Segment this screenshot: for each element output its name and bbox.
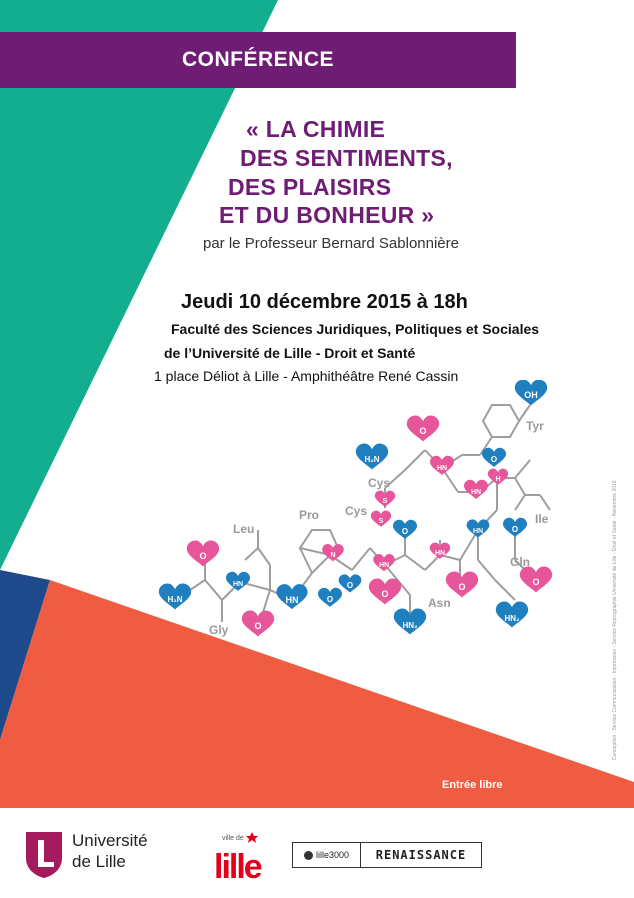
universite-line-1: Université <box>72 831 148 850</box>
svg-text:HN: HN <box>437 465 447 472</box>
coral-shape <box>0 580 634 808</box>
svg-text:O: O <box>458 582 465 592</box>
svg-text:S: S <box>383 498 388 505</box>
svg-text:HN: HN <box>471 489 481 496</box>
universite-line-2: de Lille <box>72 852 126 871</box>
svg-text:Asn: Asn <box>428 596 451 610</box>
svg-text:O: O <box>347 581 353 590</box>
ville-de-lille-logo-icon: ville de lille <box>214 832 264 882</box>
svg-text:Gln: Gln <box>510 555 530 569</box>
universite-de-lille-logo-icon <box>26 832 62 878</box>
banner-label: CONFÉRENCE <box>181 48 334 71</box>
svg-text:HN: HN <box>473 528 483 535</box>
svg-text:O: O <box>381 589 388 599</box>
svg-text:O: O <box>402 527 408 536</box>
footer-logos <box>0 808 634 898</box>
side-credit: Conception : Service Communication - Imp… <box>612 480 618 760</box>
conference-banner: CONFÉRENCE <box>0 32 516 88</box>
renaissance-label: RENAISSANCE <box>375 848 467 862</box>
title-line-3: DES PLAISIRS <box>228 174 392 200</box>
lille3000-label: lille3000 <box>315 850 350 860</box>
svg-text:H: H <box>495 476 500 483</box>
lille3000-renaissance-logo: lille3000 RENAISSANCE <box>292 842 482 868</box>
svg-text:Cys: Cys <box>345 504 367 518</box>
svg-text:Leu: Leu <box>233 522 254 536</box>
svg-text:S: S <box>379 518 384 525</box>
svg-text:O: O <box>491 455 497 464</box>
venue-line-1: Faculté des Sciences Juridiques, Politiq… <box>171 321 540 337</box>
svg-text:O: O <box>254 621 261 631</box>
speaker: par le Professeur Bernard Sablonnière <box>203 235 459 252</box>
svg-text:HN₂: HN₂ <box>504 614 520 623</box>
svg-text:Pro: Pro <box>299 508 319 522</box>
svg-text:HN: HN <box>379 562 389 569</box>
svg-text:O: O <box>532 577 539 587</box>
svg-text:H₂N: H₂N <box>364 455 379 464</box>
svg-text:Ile: Ile <box>535 512 549 526</box>
event-date: Jeudi 10 décembre 2015 à 18h <box>181 291 468 313</box>
title-line-4: ET DU BONHEUR » <box>219 202 435 228</box>
svg-text:HN: HN <box>435 550 445 557</box>
svg-text:Gly: Gly <box>209 623 229 637</box>
title-line-1: « LA CHIMIE <box>246 116 386 142</box>
venue-line-2: de l’Université de Lille - Droit et Sant… <box>164 345 416 361</box>
navy-shape <box>0 570 50 740</box>
svg-text:lille: lille <box>214 848 262 882</box>
svg-text:Tyr: Tyr <box>526 419 544 433</box>
svg-text:O: O <box>419 426 426 436</box>
svg-text:H₂N: H₂N <box>167 595 182 604</box>
molecule-illustration: OH H₂N O O O HN HN H₂N HN O O HN₂ HN₂ O … <box>158 380 553 637</box>
svg-text:Cys: Cys <box>368 476 390 490</box>
svg-text:N: N <box>330 552 335 559</box>
venue-address: 1 place Déliot à Lille - Amphithéâtre Re… <box>154 368 459 384</box>
svg-text:O: O <box>512 525 518 534</box>
svg-text:HN: HN <box>233 581 243 588</box>
title-line-2: DES SENTIMENTS, <box>240 145 453 171</box>
svg-text:HN₂: HN₂ <box>402 621 418 630</box>
svg-text:ville de: ville de <box>222 835 244 842</box>
molecule-heart-labels: OH H₂N O O O HN HN H₂N HN O O HN₂ HN₂ O … <box>167 390 539 631</box>
universite-de-lille-wordmark: Université de Lille <box>72 830 148 872</box>
lille3000-dot-icon <box>303 850 313 860</box>
amino-acid-labels: Tyr Cys Cys Ile Leu Pro Gln Gly Asn <box>209 419 549 637</box>
lille3000-part: lille3000 <box>293 843 361 867</box>
svg-text:OH: OH <box>524 390 538 400</box>
free-entry-label: Entrée libre <box>442 779 503 791</box>
teal-shape <box>0 0 278 570</box>
svg-text:O: O <box>199 551 206 561</box>
svg-text:O: O <box>327 595 333 604</box>
svg-text:HN: HN <box>286 595 299 605</box>
